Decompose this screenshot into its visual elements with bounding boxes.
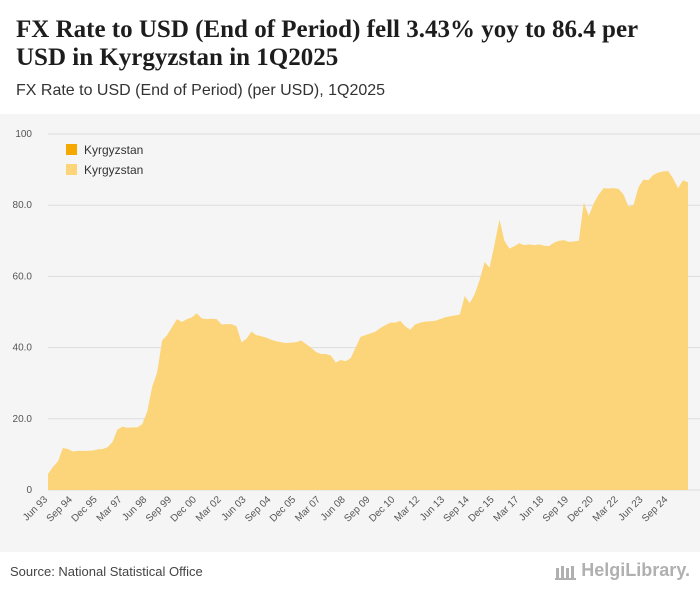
y-tick-label: 0	[26, 485, 32, 496]
x-tick-label: Sep 14	[442, 494, 472, 524]
x-tick-label: Sep 99	[144, 494, 174, 524]
source-note: Source: National Statistical Office	[10, 564, 203, 579]
x-tick-label: Sep 19	[541, 494, 571, 524]
chart-subtitle: FX Rate to USD (End of Period) (per USD)…	[16, 82, 386, 99]
x-tick-label: Mar 17	[492, 494, 522, 524]
y-tick-label: 40.0	[13, 343, 33, 354]
legend-swatch	[66, 144, 77, 155]
x-tick-label: Dec 05	[268, 494, 298, 524]
x-tick-label: Sep 24	[640, 494, 670, 524]
x-tick-label: Dec 20	[566, 494, 596, 524]
area-series-kyrgyzstan	[48, 171, 688, 490]
x-tick-label: Sep 09	[342, 494, 372, 524]
x-tick-label: Mar 02	[194, 494, 224, 524]
x-tick-label: Dec 10	[367, 494, 397, 524]
x-tick-label: Mar 12	[392, 494, 422, 524]
library-icon	[555, 565, 577, 580]
x-tick-label: Dec 00	[169, 494, 199, 524]
chart-area: 0 20.0 40.0 60.0 80.0 100 Jun 93 Sep 94 Dec 95 Ma…	[0, 114, 700, 552]
x-tick-label: Dec 95	[70, 494, 100, 524]
x-tick-label: Dec 15	[466, 494, 496, 524]
x-tick-label: Mar 22	[591, 494, 621, 524]
page-title: FX Rate to USD (End of Period) fell 3.43…	[16, 16, 638, 71]
legend-label: Kyrgyzstan	[84, 143, 143, 157]
x-tick-label: Mar 97	[95, 494, 125, 524]
y-tick-label: 80.0	[13, 200, 33, 211]
y-tick-label: 100	[15, 129, 32, 140]
x-tick-label: Sep 04	[243, 494, 273, 524]
legend-swatch	[66, 164, 77, 175]
brand-name: HelgiLibrary.	[581, 560, 690, 580]
x-tick-label: Mar 07	[293, 494, 323, 524]
brand-logo[interactable]: HelgiLibrary.	[555, 560, 690, 581]
y-tick-label: 20.0	[13, 414, 33, 425]
y-tick-label: 60.0	[13, 271, 33, 282]
x-tick-label: Sep 94	[45, 494, 75, 524]
legend-label: Kyrgyzstan	[84, 163, 143, 177]
